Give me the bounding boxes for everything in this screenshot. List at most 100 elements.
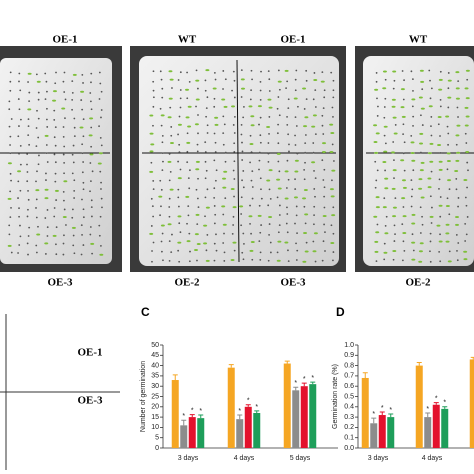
seed [302,260,307,263]
seed [9,89,12,92]
seed [52,90,57,93]
seed [392,215,397,218]
seed [466,216,469,218]
seed [161,250,163,253]
seed [277,123,280,126]
seed [418,96,423,99]
seed [177,160,180,163]
seed [241,141,243,144]
seed [62,80,65,83]
seed [27,72,32,75]
seed [186,150,189,153]
seed [187,214,190,217]
seed [457,242,460,244]
seed [37,91,40,94]
seed [276,107,279,110]
seed [373,124,378,127]
seed [258,168,260,171]
seed [419,69,424,72]
seed [277,231,280,234]
seed [44,98,47,101]
seed [391,151,396,154]
seed [276,178,281,181]
seed [179,106,182,109]
seed [392,250,397,253]
seed [323,96,326,99]
seed [242,186,245,189]
seed [10,179,12,182]
seed [214,116,219,119]
seed [189,169,191,172]
seed [411,233,414,236]
bar [370,423,378,448]
seed [98,98,101,100]
seed [438,160,443,163]
bar [415,365,423,448]
seed [223,123,226,126]
seed [268,116,271,118]
seed [321,114,324,117]
seed [382,206,387,209]
seed [251,197,254,200]
seed [203,224,208,227]
seed [54,180,57,183]
seed [394,233,396,236]
error-bar [371,417,377,424]
seed [383,134,386,137]
seed [260,188,262,191]
seed [196,259,198,262]
error-bar [189,414,195,418]
seed [401,197,406,200]
seed [204,196,207,199]
seed [305,98,308,101]
seed [8,224,11,227]
seed [311,125,316,128]
seed [286,80,289,83]
seed [170,126,173,128]
seed [90,145,93,148]
seed [62,190,65,193]
seed [428,105,433,108]
seed [455,143,458,146]
seed [197,177,199,180]
seed [448,250,451,253]
seed [89,162,92,164]
seed [99,170,102,173]
seed [18,152,20,155]
seed [64,98,67,101]
seed [259,116,262,119]
seed [276,251,279,254]
seed [420,107,425,110]
seed [430,87,433,90]
y-tick-label: 10 [151,424,159,431]
bar [197,418,205,448]
bar [171,380,179,448]
seed [250,69,253,72]
seed [383,251,388,254]
seed [195,213,200,216]
photo-label: OE-3 [280,277,306,289]
seed [429,97,432,100]
seed [259,177,262,180]
seed [206,96,209,99]
seed [457,197,460,199]
seed [400,159,405,162]
seed [195,168,200,171]
seed [160,114,165,117]
seed [73,190,76,192]
seed [160,205,162,208]
seed [26,180,29,183]
seed [177,249,180,252]
seed [411,159,416,162]
seed [19,89,22,92]
seed [177,79,180,81]
seed [36,170,38,173]
seed [430,222,433,224]
significance-mark: * [199,408,202,415]
seed [447,179,452,182]
seed [410,141,415,144]
seed [445,115,450,118]
seed [323,168,326,171]
seed [233,79,236,82]
seed [412,78,414,80]
